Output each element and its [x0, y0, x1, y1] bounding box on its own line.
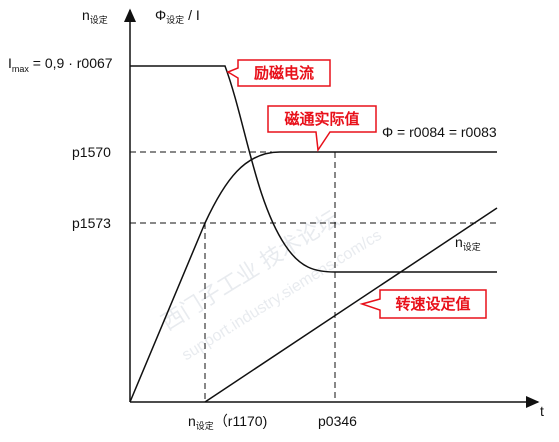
- text-part: / I: [184, 7, 200, 23]
- text-part: = 0,9 · r0067: [29, 55, 113, 71]
- y-label: n设定: [82, 7, 108, 25]
- text-part: 励磁电流: [254, 64, 314, 82]
- text-part: n: [188, 413, 196, 429]
- flux-curve: [129, 151, 497, 403]
- text-part: 转速设定值: [395, 295, 470, 313]
- flux-formula: Φ = r0084 = r0083: [382, 124, 497, 140]
- text-part: （r1170): [214, 413, 267, 429]
- text-part: 设定: [463, 241, 481, 252]
- callout-actual-flux: 磁通实际值: [267, 105, 377, 153]
- text-part: max: [12, 64, 30, 74]
- x-label: t: [540, 403, 544, 419]
- text-part: n: [455, 234, 463, 250]
- speed-label: n设定: [455, 234, 481, 252]
- p1573-label: p1573: [72, 215, 111, 231]
- imax-label: Imax = 0,9 · r0067: [8, 55, 113, 74]
- callout-field-current: 励磁电流: [226, 59, 331, 87]
- speed-line: [204, 207, 498, 403]
- p0346-mark: p0346: [318, 413, 357, 429]
- p1570-label: p1570: [72, 144, 111, 160]
- text-part: I: [8, 55, 12, 71]
- text-part: 设定: [166, 14, 184, 25]
- text-part: n: [82, 7, 90, 23]
- callout-speed-setpoint: 转速设定值: [359, 289, 487, 319]
- y-label-2: Φ设定 / I: [155, 7, 200, 25]
- text-part: Φ: [155, 7, 166, 23]
- nset-mark: n设定（r1170): [188, 413, 267, 431]
- text-part: 磁通实际值: [284, 110, 359, 128]
- guides: [130, 151, 497, 402]
- text-part: 设定: [196, 420, 214, 431]
- field-current-curve: [130, 65, 497, 273]
- text-part: 设定: [90, 14, 108, 25]
